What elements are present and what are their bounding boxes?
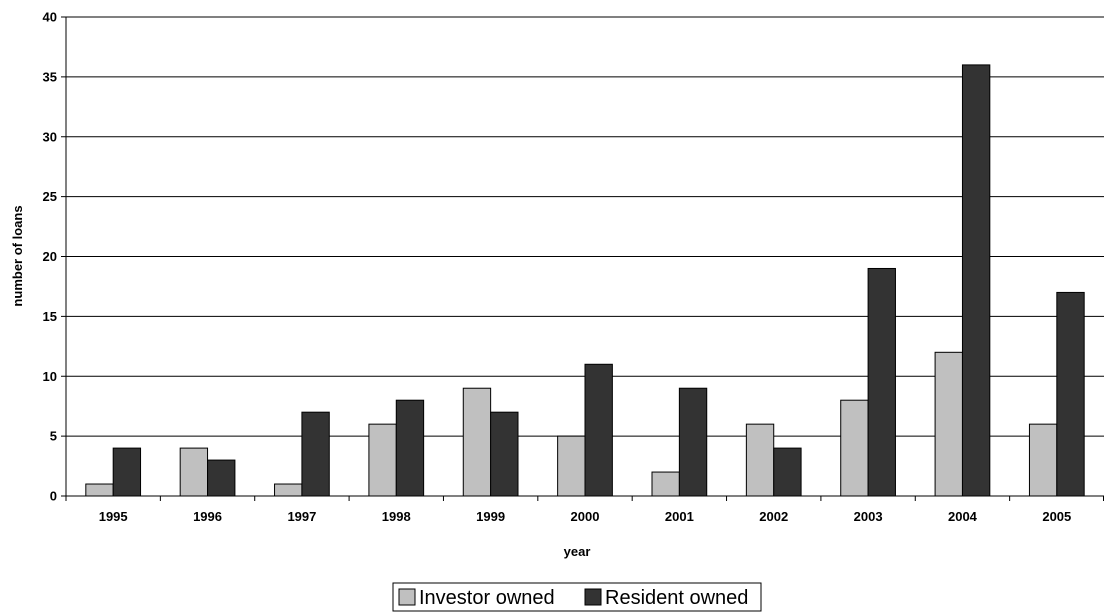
x-tick-label-2002: 2002 (759, 509, 788, 524)
bars (85, 64, 1085, 497)
axes (61, 16, 1104, 501)
x-tick-label-1999: 1999 (476, 509, 505, 524)
y-tick-label-25: 25 (43, 189, 57, 204)
bar-resident-owned-1995 (112, 447, 142, 497)
x-tick-label-2003: 2003 (854, 509, 883, 524)
bar-investor-owned-2002 (745, 423, 775, 497)
y-tick-label-10: 10 (43, 369, 57, 384)
bar-resident-owned-2005 (1056, 291, 1085, 497)
y-tick-labels: 0 5 10 15 20 25 30 35 40 (43, 10, 57, 504)
legend-label-resident-owned: Resident owned (605, 587, 748, 609)
bar-investor-owned-1996 (179, 447, 209, 497)
bar-resident-owned-2004 (961, 64, 991, 497)
x-tick-label-2000: 2000 (571, 509, 600, 524)
x-tick-label-1995: 1995 (99, 509, 128, 524)
bar-investor-owned-2003 (840, 399, 869, 497)
y-tick-label-40: 40 (43, 10, 57, 25)
legend-swatch-resident-owned (584, 588, 602, 606)
bar-resident-owned-2003 (867, 267, 896, 497)
x-tick-label-2004: 2004 (948, 509, 978, 524)
x-axis-title: year (564, 544, 591, 559)
bar-investor-owned-2004 (934, 351, 963, 497)
legend: Investor owned Resident owned (392, 582, 762, 612)
bar-investor-owned-1999 (462, 387, 492, 497)
y-tick-label-20: 20 (43, 249, 57, 264)
x-tick-label-2001: 2001 (665, 509, 694, 524)
bar-resident-owned-2000 (584, 363, 613, 497)
bar-investor-owned-1998 (368, 423, 397, 497)
y-tick-label-5: 5 (50, 429, 57, 444)
bar-resident-owned-1996 (207, 459, 236, 497)
y-tick-label-30: 30 (43, 129, 57, 144)
bar-resident-owned-2001 (678, 387, 708, 497)
legend-label-investor-owned: Investor owned (419, 587, 555, 609)
bar-investor-owned-2000 (557, 435, 586, 497)
bar-investor-owned-1995 (85, 483, 114, 497)
bar-investor-owned-2005 (1028, 423, 1058, 497)
gridlines (66, 16, 1104, 437)
bar-investor-owned-1997 (274, 483, 303, 497)
bar-investor-owned-2001 (651, 471, 680, 497)
legend-swatch-investor-owned (398, 588, 416, 606)
bar-resident-owned-1998 (395, 399, 425, 497)
bar-resident-owned-1999 (490, 411, 519, 497)
x-tick-label-2005: 2005 (1042, 509, 1071, 524)
x-tick-label-1996: 1996 (193, 509, 222, 524)
y-tick-label-35: 35 (43, 69, 57, 84)
x-tick-label-1998: 1998 (382, 509, 411, 524)
x-tick-label-1997: 1997 (287, 509, 316, 524)
y-tick-label-0: 0 (50, 489, 57, 504)
y-axis-title: number of loans (10, 205, 25, 306)
x-tick-labels: 1995 1996 1997 1998 1999 2000 2001 2002 2003 2004… (99, 509, 1072, 524)
y-tick-label-15: 15 (43, 309, 57, 324)
bar-resident-owned-1997 (301, 411, 330, 497)
bar-resident-owned-2002 (773, 447, 802, 497)
legend-frame (392, 582, 762, 612)
